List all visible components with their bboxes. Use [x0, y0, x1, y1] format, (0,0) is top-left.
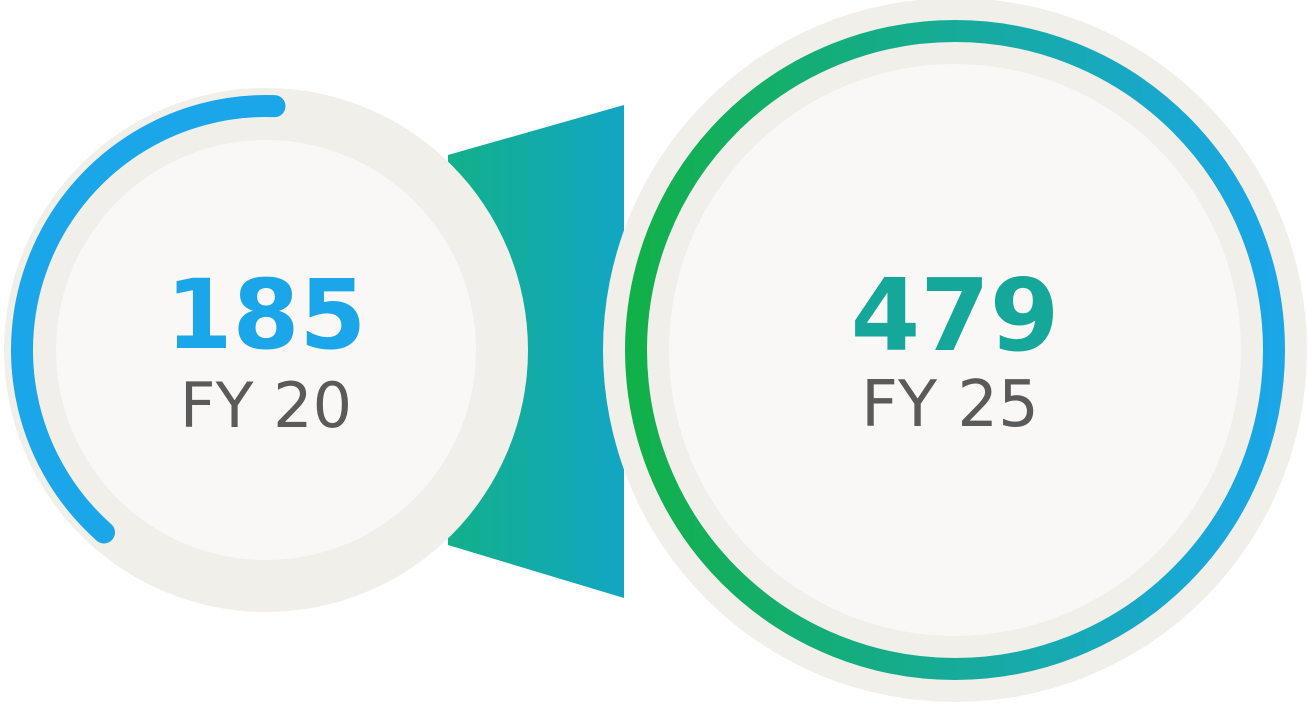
fy20-disc-inner [56, 140, 476, 560]
fy20-label: FY 20 [180, 369, 352, 442]
fy20-progress-arc [11, 95, 286, 544]
fy25-disc-group: 479 FY 25 [603, 0, 1307, 702]
fy20-disc-group: 185 FY 20 [4, 88, 528, 612]
fy25-progress-ring [625, 20, 1285, 681]
fy20-value: 185 [166, 259, 366, 371]
fy25-value: 479 [851, 257, 1060, 374]
fy25-disc-inner [669, 64, 1241, 636]
fy25-label: FY 25 [861, 368, 1039, 442]
